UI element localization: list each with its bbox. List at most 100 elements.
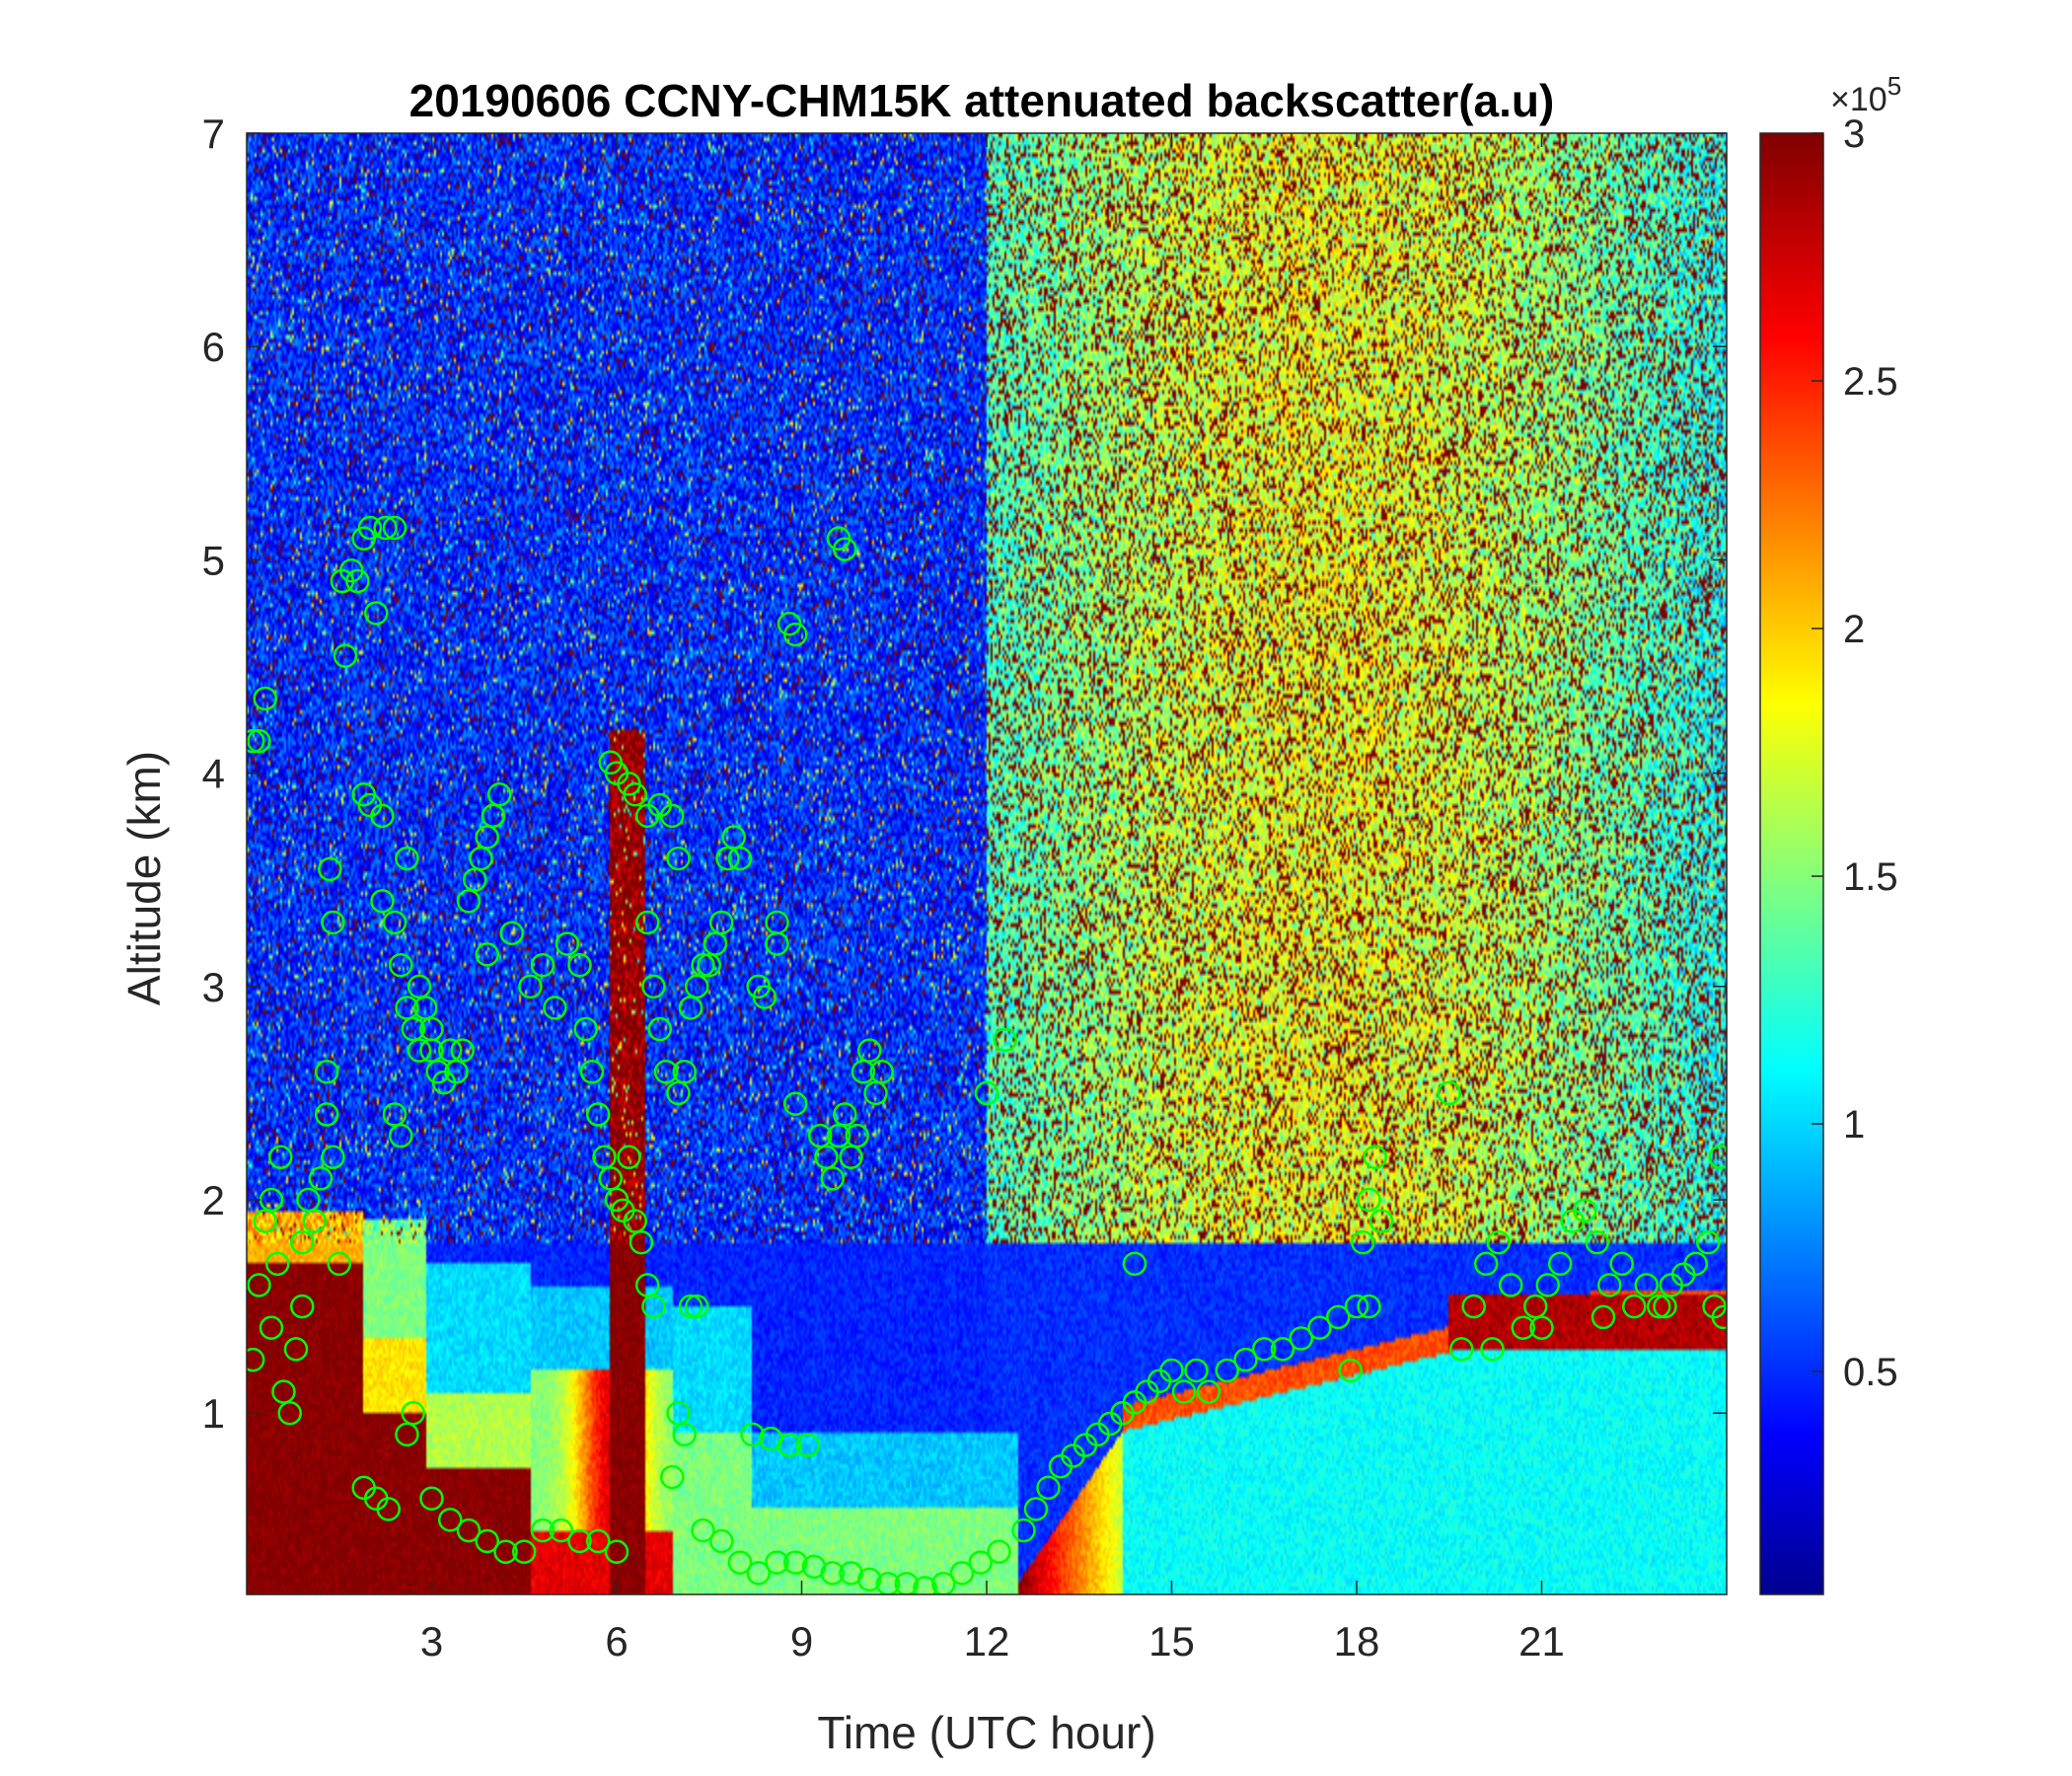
cloud-base-marker — [401, 1016, 425, 1042]
cloud-base-marker — [1122, 1251, 1147, 1277]
cloud-base-marker — [407, 974, 432, 999]
cloud-base-marker — [1036, 1475, 1061, 1501]
cloud-base-marker — [302, 1209, 327, 1233]
cloud-base-marker — [857, 1038, 882, 1063]
cloud-base-marker — [389, 952, 413, 978]
cloud-base-marker — [833, 537, 857, 561]
cloud-base-marker — [333, 643, 358, 668]
cloud-base-marker — [499, 921, 524, 946]
cloud-base-marker — [265, 1251, 290, 1277]
cloud-base-marker — [1591, 1304, 1616, 1330]
cloud-base-marker — [974, 1080, 999, 1106]
cloud-base-marker — [1270, 1337, 1295, 1362]
cloud-base-marker — [697, 952, 721, 978]
cloud-base-marker — [327, 1251, 351, 1277]
cloud-base-marker — [839, 1145, 863, 1170]
cloud-base-marker — [1634, 1273, 1659, 1297]
cloud-base-marker — [1363, 1145, 1387, 1170]
cloud-base-marker — [357, 515, 383, 541]
cloud-base-marker — [573, 1016, 598, 1042]
cloud-base-marker — [543, 996, 567, 1020]
cloud-base-marker — [598, 1166, 623, 1191]
cloud-base-marker — [931, 1571, 956, 1594]
cloud-base-marker — [247, 728, 271, 754]
cloud-base-marker — [709, 910, 734, 935]
colorbar-tick-label: 2 — [1843, 608, 1865, 651]
cloud-base-marker — [691, 952, 715, 978]
chart-title: 20190606 CCNY-CHM15K attenuated backscat… — [409, 75, 1555, 126]
cloud-base-marker — [894, 1571, 919, 1594]
cloud-base-marker — [647, 1016, 672, 1042]
cloud-base-marker — [968, 1550, 993, 1575]
cloud-base-marker — [456, 889, 481, 914]
cloud-base-marker — [444, 1060, 469, 1084]
cloud-base-marker — [419, 1486, 444, 1511]
colorbar-ticks: 0.5 1 1.5 2 2.5 3 — [1812, 112, 1898, 1394]
cloud-base-marker — [1351, 1230, 1375, 1255]
cloud-base-marker — [1529, 1315, 1554, 1340]
colorbar-exponent: ×105 — [1830, 71, 1901, 118]
cloud-base-marker — [518, 974, 543, 999]
cloud-base-marker — [247, 728, 265, 754]
cloud-base-marker — [290, 1230, 315, 1255]
cloud-base-marker — [321, 910, 345, 935]
cloud-base-marker — [1215, 1358, 1239, 1383]
x-tick-label: 3 — [420, 1618, 443, 1665]
cloud-base-marker — [592, 1145, 617, 1170]
cloud-base-marker — [549, 1517, 573, 1543]
cloud-base-marker — [808, 1123, 833, 1148]
cloud-base-marker — [382, 1102, 407, 1127]
cloud-base-marker — [1711, 1304, 1727, 1330]
cloud-base-marker — [463, 867, 487, 892]
cloud-base-marker — [456, 1517, 481, 1543]
cloud-base-marker — [641, 974, 666, 999]
cloud-base-marker — [247, 1347, 265, 1372]
cloud-base-marker — [321, 1145, 345, 1170]
cloud-base-marker — [913, 1576, 937, 1594]
cloud-base-marker — [783, 1550, 808, 1575]
cloud-base-marker — [783, 1091, 808, 1116]
cloud-base-marker — [752, 985, 777, 1009]
cloud-base-marker — [318, 856, 342, 882]
cloud-base-marker — [709, 1528, 734, 1554]
cloud-base-marker — [1523, 1294, 1548, 1319]
x-tick-label: 18 — [1334, 1618, 1380, 1665]
cloud-base-marker — [382, 515, 407, 541]
cloud-base-marker — [851, 1060, 876, 1084]
cloud-base-marker — [1326, 1304, 1351, 1330]
cloud-base-marker — [1535, 1273, 1560, 1297]
cloud-base-marker — [450, 1038, 475, 1063]
cloud-base-marker — [949, 1561, 975, 1586]
cloud-base-marker — [296, 1187, 321, 1213]
cloud-base-marker — [481, 803, 506, 829]
cloud-base-marker — [1486, 1230, 1511, 1255]
cloud-base-marker — [487, 781, 512, 807]
cloud-base-marker — [401, 1400, 425, 1426]
cloud-base-marker — [530, 1517, 555, 1543]
x-tick-label: 6 — [605, 1618, 628, 1665]
cloud-base-marker — [271, 1379, 296, 1404]
cloud-base-marker — [1184, 1358, 1209, 1383]
cloud-base-marker — [623, 1209, 647, 1233]
y-tick-label: 1 — [202, 1390, 225, 1437]
cloud-base-marker — [1461, 1294, 1486, 1319]
y-tick-label: 3 — [202, 964, 225, 1010]
cloud-base-marker — [373, 515, 398, 541]
cloud-base-marker — [660, 1464, 685, 1490]
cloud-base-marker — [395, 996, 419, 1020]
cloud-base-marker — [629, 1230, 654, 1255]
cloud-base-marker — [820, 1166, 845, 1191]
cloud-base-marker — [1357, 1187, 1381, 1213]
cloud-base-marker — [604, 1539, 629, 1565]
cloud-base-marker — [438, 1038, 463, 1063]
y-axis-ticks: 1 2 3 4 5 6 7 — [202, 111, 1727, 1437]
colorbar-tick-label: 2.5 — [1843, 360, 1898, 404]
cloud-base-marker — [678, 1294, 703, 1319]
cloud-base-marker — [863, 1080, 888, 1106]
cloud-base-marker — [727, 1550, 753, 1575]
x-axis-label: Time (UTC hour) — [817, 1707, 1155, 1758]
cloud-base-marker — [721, 825, 746, 850]
colorbar: 0.5 1 1.5 2 2.5 3 ×105 — [1759, 71, 1901, 1595]
y-axis-label: Altitude (km) — [118, 751, 170, 1005]
cloud-base-marker — [253, 1209, 277, 1233]
